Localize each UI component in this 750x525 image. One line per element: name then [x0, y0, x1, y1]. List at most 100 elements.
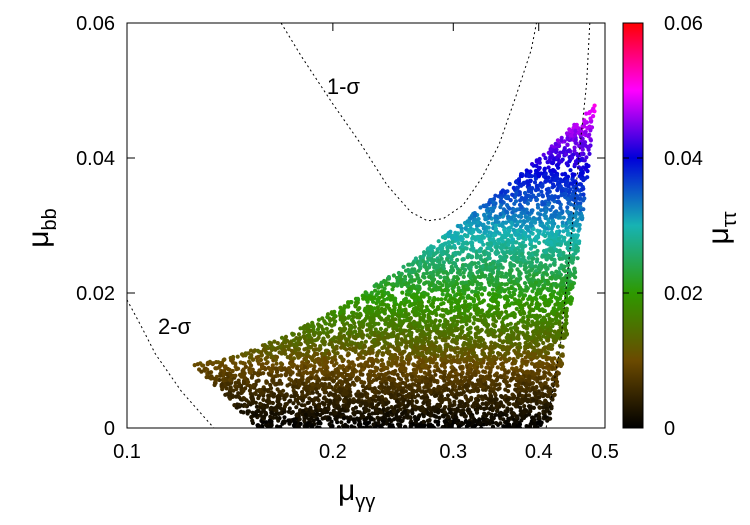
scatter-point — [528, 179, 533, 184]
scatter-point — [282, 348, 288, 353]
scatter-point — [246, 409, 251, 414]
scatter-point — [449, 245, 454, 250]
scatter-point — [469, 375, 474, 380]
scatter-point — [452, 407, 457, 412]
scatter-point — [563, 278, 568, 283]
scatter-point — [565, 142, 570, 147]
scatter-point — [558, 150, 563, 155]
scatter-point — [401, 264, 406, 269]
scatter-point — [585, 175, 590, 180]
scatter-point — [552, 356, 557, 361]
scatter-point — [365, 328, 370, 333]
scatter-point — [499, 236, 504, 241]
scatter-point — [484, 262, 489, 267]
scatter-point — [361, 425, 366, 428]
scatter-point — [529, 357, 534, 362]
scatter-point — [515, 345, 520, 350]
scatter-point — [531, 405, 537, 410]
scatter-point — [433, 364, 438, 369]
scatter-point — [499, 375, 504, 380]
scatter-point — [532, 180, 538, 185]
scatter-point — [481, 250, 486, 255]
scatter-point — [327, 352, 332, 357]
scatter-point — [518, 367, 523, 372]
scatter-point — [529, 361, 535, 366]
scatter-point — [446, 335, 451, 340]
scatter-point — [569, 216, 574, 222]
scatter-point — [530, 231, 535, 236]
scatter-point — [532, 250, 537, 255]
scatter-point — [235, 354, 240, 359]
scatter-point — [402, 415, 407, 420]
scatter-point — [518, 261, 524, 266]
scatter-point — [549, 249, 554, 254]
scatter-point — [567, 220, 572, 225]
scatter-point — [308, 405, 313, 410]
scatter-point — [402, 360, 407, 366]
scatter-point — [462, 311, 467, 316]
scatter-point — [415, 393, 421, 398]
scatter-point — [296, 355, 301, 360]
scatter-point — [358, 372, 363, 377]
scatter-point — [436, 306, 441, 311]
scatter-point — [340, 343, 345, 348]
scatter-point — [509, 233, 514, 238]
scatter-point — [575, 256, 580, 261]
scatter-point — [445, 257, 450, 262]
scatter-point — [560, 220, 565, 225]
scatter-point — [445, 393, 451, 398]
scatter-point — [508, 198, 513, 203]
scatter-point — [564, 161, 570, 166]
scatter-point — [571, 213, 576, 218]
scatter-point — [557, 343, 563, 348]
scatter-point — [254, 355, 259, 360]
scatter-point — [471, 388, 477, 393]
scatter-point — [581, 186, 586, 191]
scatter-point — [523, 355, 528, 360]
scatter-point — [562, 323, 568, 328]
scatter-point — [478, 254, 483, 259]
scatter-point — [395, 372, 400, 377]
scatter-point — [464, 246, 469, 251]
scatter-point — [504, 271, 509, 276]
scatter-point — [459, 280, 464, 285]
scatter-point — [433, 372, 438, 377]
scatter-point — [587, 151, 592, 156]
scatter-point — [321, 330, 326, 335]
scatter-point — [492, 373, 497, 378]
scatter-point — [212, 376, 217, 382]
scatter-point — [517, 425, 523, 428]
scatter-point — [546, 338, 551, 343]
scatter-point — [278, 390, 283, 395]
scatter-point — [417, 280, 422, 285]
scatter-point — [538, 219, 543, 224]
scatter-point — [499, 246, 504, 251]
scatter-point — [474, 223, 480, 228]
scatter-point — [292, 391, 297, 396]
scatter-point — [446, 299, 451, 304]
scatter-point — [218, 373, 223, 378]
scatter-point — [492, 205, 497, 210]
scatter-point — [556, 195, 561, 200]
scatter-point — [451, 289, 456, 294]
scatter-point — [487, 421, 492, 426]
scatter-point — [522, 190, 528, 196]
scatter-point — [450, 391, 455, 397]
scatter-point — [427, 383, 432, 388]
scatter-point — [517, 397, 522, 402]
scatter-point — [299, 364, 304, 369]
scatter-point — [385, 406, 391, 411]
scatter-point — [277, 394, 282, 400]
scatter-point — [519, 195, 524, 201]
scatter-point — [496, 238, 501, 243]
scatter-point — [419, 294, 424, 299]
scatter-point — [486, 411, 491, 416]
scatter-point — [460, 324, 465, 330]
scatter-point — [300, 375, 305, 380]
scatter-point — [420, 329, 425, 334]
scatter-point — [439, 297, 444, 302]
scatter-point — [509, 376, 514, 382]
scatter-point — [503, 189, 508, 194]
scatter-point — [369, 356, 375, 362]
scatter-point — [450, 368, 455, 374]
